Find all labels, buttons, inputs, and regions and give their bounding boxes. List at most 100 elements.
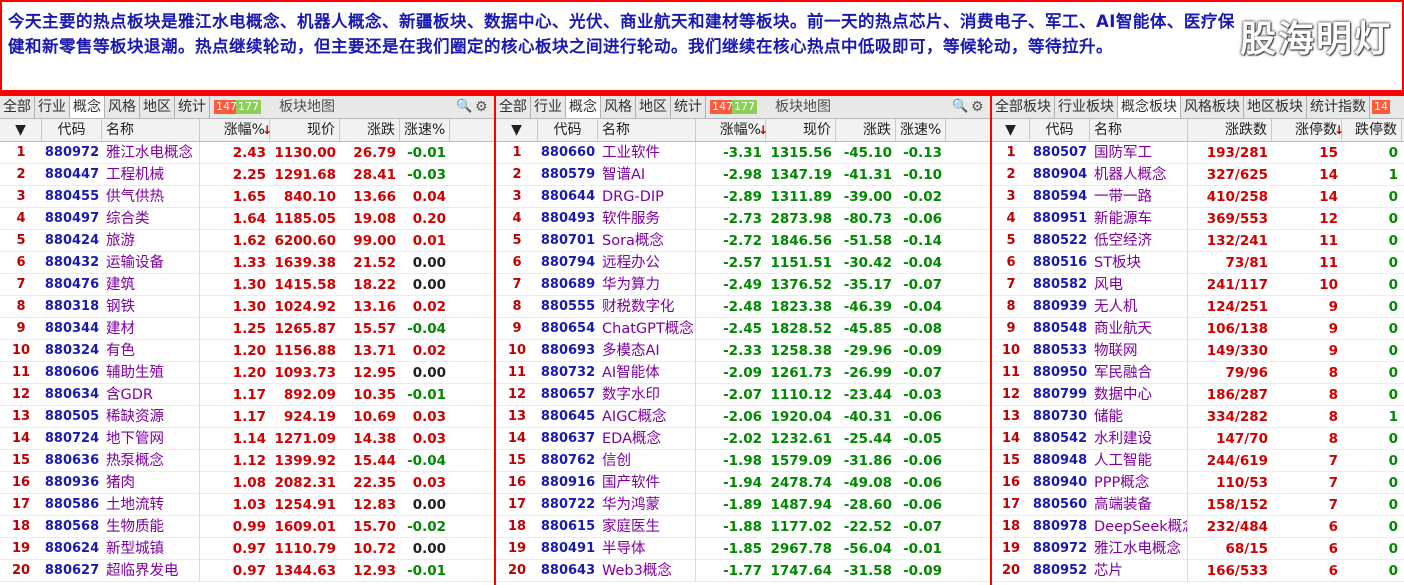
table-row[interactable]: 2 880579 智谱AI -2.98 1347.19 -41.31 -0.10 <box>496 164 990 186</box>
table-row[interactable]: 19 880972 雅江水电概念 68/15 6 0 <box>992 538 1404 560</box>
row-name[interactable]: 高端装备 <box>1090 494 1188 516</box>
tab-2[interactable]: 概念 <box>566 96 601 118</box>
row-name[interactable]: 供气供热 <box>102 186 200 208</box>
row-name[interactable]: 建筑 <box>102 274 200 296</box>
table-row[interactable]: 16 880940 PPP概念 110/53 7 0 <box>992 472 1404 494</box>
header-name[interactable]: 名称 <box>1090 119 1188 141</box>
gear-icon[interactable]: ⚙ <box>971 99 984 115</box>
row-name[interactable]: 土地流转 <box>102 494 200 516</box>
row-name[interactable]: 水利建设 <box>1090 428 1188 450</box>
table-row[interactable]: 19 880624 新型城镇 0.97 1110.79 10.72 0.00 <box>0 538 494 560</box>
row-name[interactable]: 国产软件 <box>598 472 696 494</box>
table-row[interactable]: 12 880634 含GDR 1.17 892.09 10.35 -0.01 <box>0 384 494 406</box>
table-row[interactable]: 19 880491 半导体 -1.85 2967.78 -56.04 -0.01 <box>496 538 990 560</box>
table-row[interactable]: 20 880627 超临界发电 0.97 1344.63 12.93 -0.01 <box>0 560 494 582</box>
table-row[interactable]: 10 880693 多模态AI -2.33 1258.38 -29.96 -0.09 <box>496 340 990 362</box>
row-code[interactable]: 880722 <box>540 497 596 512</box>
row-code[interactable]: 880324 <box>44 343 100 358</box>
table-row[interactable]: 6 880794 远程办公 -2.57 1151.51 -30.42 -0.04 <box>496 252 990 274</box>
row-name[interactable]: DeepSeek概念 <box>1090 516 1188 538</box>
row-name[interactable]: 旅游 <box>102 230 200 252</box>
table-row[interactable]: 17 880586 土地流转 1.03 1254.91 12.83 0.00 <box>0 494 494 516</box>
row-name[interactable]: 财税数字化 <box>598 296 696 318</box>
row-code[interactable]: 880657 <box>540 387 596 402</box>
row-name[interactable]: Sora概念 <box>598 230 696 252</box>
row-name[interactable]: 物联网 <box>1090 340 1188 362</box>
row-name[interactable]: Web3概念 <box>598 560 696 582</box>
table-row[interactable]: 8 880555 财税数字化 -2.48 1823.38 -46.39 -0.04 <box>496 296 990 318</box>
row-code[interactable]: 880491 <box>540 541 596 556</box>
row-code[interactable]: 880724 <box>44 431 100 446</box>
table-row[interactable]: 6 880432 运输设备 1.33 1639.38 21.52 0.00 <box>0 252 494 274</box>
table-row[interactable]: 4 880493 软件服务 -2.73 2873.98 -80.73 -0.06 <box>496 208 990 230</box>
row-code[interactable]: 880689 <box>540 277 596 292</box>
header-code[interactable]: 代码 <box>1030 119 1090 141</box>
table-row[interactable]: 7 880582 风电 241/117 10 0 <box>992 274 1404 296</box>
gear-icon[interactable]: ⚙ <box>475 99 488 115</box>
row-name[interactable]: 运输设备 <box>102 252 200 274</box>
header-chg[interactable]: 涨跌 <box>340 119 400 141</box>
table-row[interactable]: 15 880762 信创 -1.98 1579.09 -31.86 -0.06 <box>496 450 990 472</box>
row-code[interactable]: 880701 <box>540 233 596 248</box>
row-code[interactable]: 880940 <box>1032 475 1088 490</box>
search-icon[interactable]: 🔍 <box>952 99 969 114</box>
header-name[interactable]: 名称 <box>598 119 696 141</box>
table-row[interactable]: 11 880606 辅助生殖 1.20 1093.73 12.95 0.00 <box>0 362 494 384</box>
table-row[interactable]: 13 880645 AIGC概念 -2.06 1920.04 -40.31 -0.06 <box>496 406 990 428</box>
row-name[interactable]: DRG-DIP <box>598 186 696 208</box>
tab-2[interactable]: 概念板块 <box>1118 96 1181 118</box>
tab-1[interactable]: 行业 <box>35 96 70 118</box>
row-name[interactable]: ST板块 <box>1090 252 1188 274</box>
table-row[interactable]: 8 880318 钢铁 1.30 1024.92 13.16 0.02 <box>0 296 494 318</box>
row-name[interactable]: 多模态AI <box>598 340 696 362</box>
row-name[interactable]: 含GDR <box>102 384 200 406</box>
header-pct[interactable]: 涨幅% <box>696 119 766 141</box>
table-row[interactable]: 4 880497 综合类 1.64 1185.05 19.08 0.20 <box>0 208 494 230</box>
row-code[interactable]: 880951 <box>1032 211 1088 226</box>
row-name[interactable]: ChatGPT概念 <box>598 318 696 340</box>
row-code[interactable]: 880952 <box>1032 563 1088 578</box>
tab-3[interactable]: 风格 <box>601 96 636 118</box>
row-code[interactable]: 880432 <box>44 255 100 270</box>
table-row[interactable]: 3 880594 一带一路 410/258 14 0 <box>992 186 1404 208</box>
row-code[interactable]: 880637 <box>540 431 596 446</box>
header-speed[interactable]: 涨速% <box>896 119 946 141</box>
row-code[interactable]: 880948 <box>1032 453 1088 468</box>
map-link[interactable]: 板块地图 <box>279 99 335 115</box>
row-code[interactable]: 880522 <box>1032 233 1088 248</box>
row-code[interactable]: 880533 <box>1032 343 1088 358</box>
row-code[interactable]: 880645 <box>540 409 596 424</box>
header-price[interactable]: 现价 <box>270 119 340 141</box>
header-speed[interactable]: 涨速% <box>400 119 450 141</box>
header-limitdown[interactable]: 跌停数 <box>1342 119 1402 141</box>
table-row[interactable]: 6 880516 ST板块 73/81 11 0 <box>992 252 1404 274</box>
header-pct[interactable]: 涨幅% <box>200 119 270 141</box>
row-name[interactable]: 信创 <box>598 450 696 472</box>
row-code[interactable]: 880730 <box>1032 409 1088 424</box>
row-name[interactable]: 风电 <box>1090 274 1188 296</box>
table-row[interactable]: 5 880701 Sora概念 -2.72 1846.56 -51.58 -0.14 <box>496 230 990 252</box>
header-chg[interactable]: 涨跌 <box>836 119 896 141</box>
header-sel[interactable]: ▼ <box>496 119 538 141</box>
row-code[interactable]: 880516 <box>1032 255 1088 270</box>
row-code[interactable]: 880507 <box>1032 145 1088 160</box>
tab-5[interactable]: 统计 <box>175 96 210 118</box>
header-code[interactable]: 代码 <box>538 119 598 141</box>
row-name[interactable]: 半导体 <box>598 538 696 560</box>
sort-arrow-icon[interactable]: ↓ <box>758 123 769 137</box>
row-name[interactable]: AI智能体 <box>598 362 696 384</box>
row-name[interactable]: AIGC概念 <box>598 406 696 428</box>
table-row[interactable]: 9 880548 商业航天 106/138 9 0 <box>992 318 1404 340</box>
row-name[interactable]: 建材 <box>102 318 200 340</box>
table-row[interactable]: 13 880505 稀缺资源 1.17 924.19 10.69 0.03 <box>0 406 494 428</box>
search-icon[interactable]: 🔍 <box>456 99 473 114</box>
row-code[interactable]: 880693 <box>540 343 596 358</box>
table-row[interactable]: 12 880657 数字水印 -2.07 1110.12 -23.44 -0.03 <box>496 384 990 406</box>
tab-5[interactable]: 统计指数 <box>1307 96 1370 118</box>
row-code[interactable]: 880505 <box>44 409 100 424</box>
row-name[interactable]: 商业航天 <box>1090 318 1188 340</box>
row-name[interactable]: PPP概念 <box>1090 472 1188 494</box>
row-code[interactable]: 880606 <box>44 365 100 380</box>
row-name[interactable]: 综合类 <box>102 208 200 230</box>
table-row[interactable]: 10 880324 有色 1.20 1156.88 13.71 0.02 <box>0 340 494 362</box>
